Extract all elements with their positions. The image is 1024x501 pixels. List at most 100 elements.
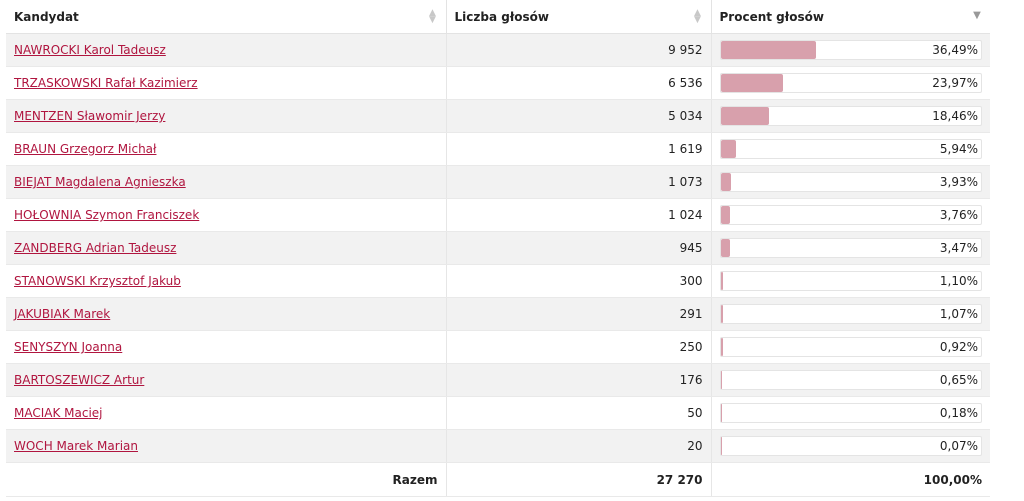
votes-cell: 291 [446,297,712,331]
candidate-link[interactable]: JAKUBIAK Marek [14,307,111,321]
candidate-link[interactable]: SENYSZYN Joanna [14,340,123,354]
table-row: ZANDBERG Adrian Tadeusz 945 3,47% [6,231,990,265]
percent-bar: 3,47% [719,238,982,258]
candidate-cell: SENYSZYN Joanna [6,330,447,364]
percent-label: 1,10% [939,274,978,288]
results-table: Kandydat ▲ ▼ Liczba głosów ▲ ▼ Procent gło… [6,0,990,497]
table-row: TRZASKOWSKI Rafał Kazimierz 6 536 23,97% [6,66,990,100]
percent-cell: 1,07% [711,297,990,331]
candidate-cell: TRZASKOWSKI Rafał Kazimierz [6,66,447,100]
percent-label: 1,07% [939,307,978,321]
percent-label: 5,94% [939,142,978,156]
table-row: BRAUN Grzegorz Michał 1 619 5,94% [6,132,990,166]
percent-bar: 0,07% [719,436,982,456]
table-row: BIEJAT Magdalena Agnieszka 1 073 3,93% [6,165,990,199]
sort-descending-icon[interactable]: ▼ [973,10,981,21]
percent-cell: 23,97% [711,66,990,100]
percent-cell: 3,76% [711,198,990,232]
candidate-link[interactable]: NAWROCKI Karol Tadeusz [14,43,166,57]
table-row: JAKUBIAK Marek 291 1,07% [6,297,990,331]
percent-bar-fill [720,305,724,323]
votes-cell: 250 [446,330,712,364]
votes-cell: 176 [446,363,712,397]
percent-bar-fill [720,239,730,257]
votes-cell: 1 619 [446,132,712,166]
percent-label: 23,97% [932,76,978,90]
candidate-cell: MACIAK Maciej [6,396,447,430]
candidate-cell: BIEJAT Magdalena Agnieszka [6,165,447,199]
percent-bar: 0,92% [719,337,982,357]
total-row: Razem 27 270 100,00% [6,462,990,497]
percent-bar-fill [720,140,736,158]
percent-cell: 18,46% [711,99,990,133]
votes-cell: 5 034 [446,99,712,133]
percent-label: 0,65% [939,373,978,387]
percent-bar: 18,46% [719,106,982,126]
candidate-link[interactable]: ZANDBERG Adrian Tadeusz [14,241,177,255]
table-row: BARTOSZEWICZ Artur 176 0,65% [6,363,990,397]
percent-bar-fill [720,272,724,290]
percent-bar-fill [720,74,783,92]
percent-bar: 5,94% [719,139,982,159]
sort-both-icon[interactable]: ▲ ▼ [429,8,436,25]
percent-cell: 36,49% [711,33,990,67]
percent-label: 0,07% [939,439,978,453]
column-header-candidate[interactable]: Kandydat ▲ ▼ [6,0,447,34]
percent-bar: 0,18% [719,403,982,423]
votes-cell: 9 952 [446,33,712,67]
candidate-link[interactable]: WOCH Marek Marian [14,439,138,453]
percent-label: 36,49% [932,43,978,57]
column-header-label: Liczba głosów [454,9,549,24]
votes-cell: 6 536 [446,66,712,100]
percent-label: 18,46% [932,109,978,123]
candidate-link[interactable]: BRAUN Grzegorz Michał [14,142,157,156]
total-label: Razem [6,462,447,497]
table-row: NAWROCKI Karol Tadeusz 9 952 36,49% [6,33,990,67]
percent-bar: 36,49% [719,40,982,60]
candidate-cell: MENTZEN Sławomir Jerzy [6,99,447,133]
table-row: WOCH Marek Marian 20 0,07% [6,429,990,463]
percent-label: 0,92% [939,340,978,354]
percent-bar: 3,93% [719,172,982,192]
sort-both-icon[interactable]: ▲ ▼ [694,8,701,25]
candidate-link[interactable]: MACIAK Maciej [14,406,103,420]
candidate-link[interactable]: TRZASKOWSKI Rafał Kazimierz [14,76,198,90]
candidate-cell: JAKUBIAK Marek [6,297,447,331]
percent-cell: 0,92% [711,330,990,364]
candidate-cell: ZANDBERG Adrian Tadeusz [6,231,447,265]
percent-cell: 0,65% [711,363,990,397]
candidate-link[interactable]: BIEJAT Magdalena Agnieszka [14,175,186,189]
candidate-link[interactable]: MENTZEN Sławomir Jerzy [14,109,166,123]
percent-bar: 1,07% [719,304,982,324]
table-row: HOŁOWNIA Szymon Franciszek 1 024 3,76% [6,198,990,232]
candidate-link[interactable]: BARTOSZEWICZ Artur [14,373,145,387]
column-header-label: Procent głosów [719,9,824,24]
total-votes: 27 270 [446,462,712,497]
votes-cell: 1 024 [446,198,712,232]
table-row: MENTZEN Sławomir Jerzy 5 034 18,46% [6,99,990,133]
votes-cell: 20 [446,429,712,463]
header-row: Kandydat ▲ ▼ Liczba głosów ▲ ▼ Procent gło… [6,0,990,34]
candidate-cell: BRAUN Grzegorz Michał [6,132,447,166]
percent-bar-fill [720,173,731,191]
column-header-votes[interactable]: Liczba głosów ▲ ▼ [446,0,712,34]
candidate-cell: BARTOSZEWICZ Artur [6,363,447,397]
candidate-cell: NAWROCKI Karol Tadeusz [6,33,447,67]
column-header-label: Kandydat [14,9,79,24]
table-row: SENYSZYN Joanna 250 0,92% [6,330,990,364]
votes-cell: 945 [446,231,712,265]
column-header-percent[interactable]: Procent głosów ▼ [711,0,990,34]
percent-bar-fill [720,206,731,224]
table-row: STANOWSKI Krzysztof Jakub 300 1,10% [6,264,990,298]
percent-cell: 1,10% [711,264,990,298]
percent-label: 0,18% [939,406,978,420]
table-row: MACIAK Maciej 50 0,18% [6,396,990,430]
percent-cell: 0,18% [711,396,990,430]
percent-cell: 5,94% [711,132,990,166]
percent-bar-fill [720,41,816,59]
percent-cell: 0,07% [711,429,990,463]
votes-cell: 50 [446,396,712,430]
percent-label: 3,76% [939,208,978,222]
candidate-link[interactable]: HOŁOWNIA Szymon Franciszek [14,208,200,222]
candidate-link[interactable]: STANOWSKI Krzysztof Jakub [14,274,181,288]
